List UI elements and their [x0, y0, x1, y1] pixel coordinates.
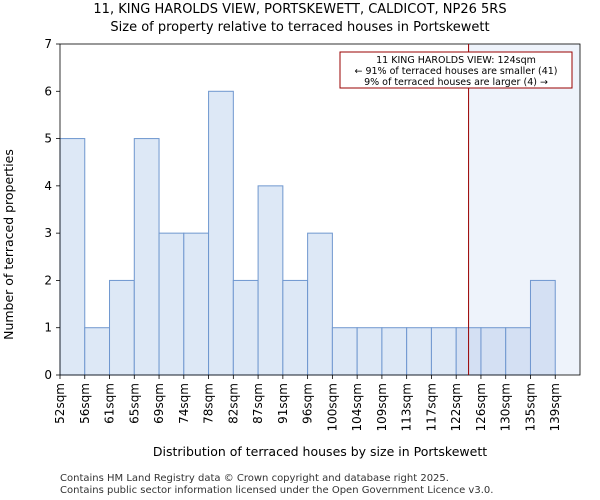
x-tick-label: 52sqm — [53, 383, 67, 424]
bar — [133, 138, 160, 376]
x-tick-label: 65sqm — [127, 383, 141, 424]
x-tick-label: 135sqm — [523, 383, 537, 431]
bar — [331, 327, 358, 376]
x-tick-label: 61sqm — [103, 383, 117, 424]
chart-title: 11, KING HAROLDS VIEW, PORTSKEWETT, CALD… — [93, 2, 507, 17]
x-tick-label: 74sqm — [177, 383, 191, 424]
bar — [158, 232, 185, 376]
x-tick-label: 130sqm — [499, 383, 513, 431]
x-tick-label: 82sqm — [226, 383, 240, 424]
y-tick-label: 5 — [44, 132, 52, 146]
footer-licence: Contains public sector information licen… — [60, 485, 494, 496]
x-axis-label: Distribution of terraced houses by size … — [153, 444, 487, 459]
x-tick-label: 122sqm — [449, 383, 463, 431]
highlight-region — [468, 44, 580, 375]
bar — [257, 185, 284, 376]
footer-copyright: Contains HM Land Registry data © Crown c… — [60, 473, 449, 484]
x-tick-label: 117sqm — [424, 383, 438, 431]
bar — [84, 327, 111, 376]
bar — [307, 232, 333, 376]
y-tick-label: 1 — [44, 321, 52, 335]
annotation-larger-line: 9% of terraced houses are larger (4) → — [364, 77, 548, 88]
bar — [430, 327, 457, 376]
x-tick-label: 100sqm — [325, 383, 339, 431]
y-tick-label: 6 — [44, 84, 52, 98]
annotation-box — [339, 51, 573, 89]
bar — [505, 327, 531, 376]
bar — [381, 327, 408, 376]
bar — [59, 138, 86, 376]
bar — [208, 90, 234, 376]
bar — [232, 279, 259, 376]
x-tick-label: 56sqm — [78, 383, 92, 424]
plot-frame — [59, 43, 581, 376]
x-tick-label: 139sqm — [548, 383, 562, 431]
chart-subtitle: Size of property relative to terraced ho… — [110, 20, 490, 35]
bar — [109, 279, 135, 376]
x-tick-label: 96sqm — [301, 383, 315, 424]
x-tick-label: 91sqm — [276, 383, 290, 424]
bar — [480, 327, 507, 376]
x-tick-label: 104sqm — [350, 383, 364, 431]
y-tick-label: 4 — [44, 179, 52, 193]
bar — [282, 279, 309, 376]
y-tick-label: 3 — [44, 226, 52, 240]
annotation-smaller-line: ← 91% of terraced houses are smaller (41… — [354, 66, 557, 77]
x-tick-label: 78sqm — [202, 383, 216, 424]
x-tick-label: 69sqm — [152, 383, 166, 424]
x-tick-label: 87sqm — [251, 383, 265, 424]
y-axis-label: Number of terraced properties — [1, 149, 16, 340]
annotation-property-line: 11 KING HAROLDS VIEW: 124sqm — [376, 55, 536, 66]
bar — [529, 279, 556, 376]
bar — [406, 327, 432, 376]
y-tick-label: 7 — [44, 37, 52, 51]
x-tick-label: 126sqm — [474, 383, 488, 431]
bar — [183, 232, 210, 376]
y-tick-label: 0 — [44, 368, 52, 382]
y-tick-label: 2 — [44, 273, 52, 287]
bar — [356, 327, 383, 376]
x-tick-label: 109sqm — [375, 383, 389, 431]
x-tick-label: 113sqm — [400, 383, 414, 431]
